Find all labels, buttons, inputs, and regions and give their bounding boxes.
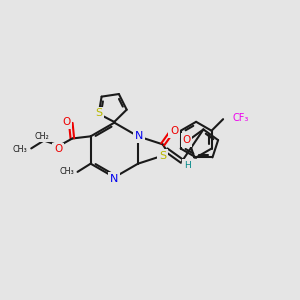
Text: CH₃: CH₃: [59, 167, 74, 176]
Text: N: N: [110, 173, 118, 184]
Text: O: O: [62, 117, 71, 127]
Text: S: S: [95, 108, 102, 118]
Text: O: O: [54, 144, 62, 154]
Text: O: O: [170, 126, 178, 136]
Text: H: H: [184, 161, 191, 170]
Text: N: N: [135, 131, 143, 141]
Text: CH₂: CH₂: [35, 132, 50, 141]
Text: O: O: [182, 135, 190, 145]
Text: S: S: [159, 151, 166, 160]
Text: CH₃: CH₃: [13, 145, 28, 154]
Text: CF₃: CF₃: [232, 113, 248, 123]
